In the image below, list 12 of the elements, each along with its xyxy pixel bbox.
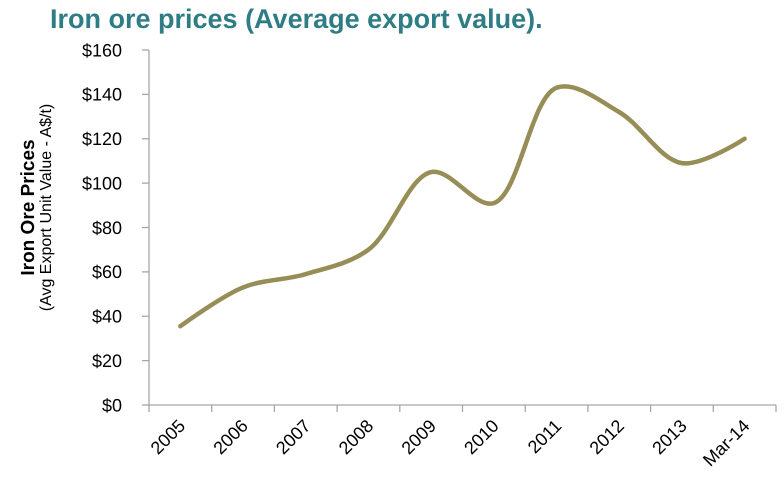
chart-title: Iron ore prices (Average export value).	[50, 4, 543, 34]
y-tick-label: $80	[92, 218, 122, 238]
y-axis-title: Iron Ore Prices (Avg Export Unit Value - A$/t)	[18, 104, 55, 312]
y-tick-label: $60	[92, 262, 122, 282]
line-series	[178, 84, 747, 328]
y-tick-label: $100	[82, 173, 122, 194]
y-tick-label: $20	[92, 350, 122, 371]
y-tick-label: $0	[102, 395, 122, 416]
y-tick-label: $40	[92, 306, 122, 327]
y-tick-label: $160	[82, 40, 122, 60]
y-tick-label: $140	[82, 84, 122, 105]
y-tick-label: $120	[82, 129, 122, 150]
